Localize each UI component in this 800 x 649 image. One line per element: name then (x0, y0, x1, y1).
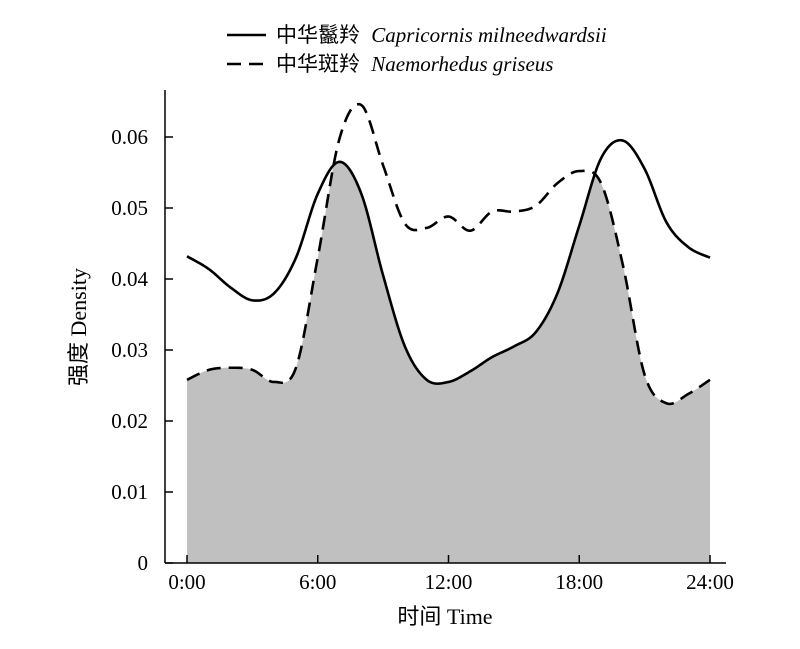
legend-label-capricornis: 中华鬣羚 Capricornis milneedwardsii (276, 23, 607, 47)
y-tick-label: 0.02 (111, 409, 148, 433)
x-tick-label: 24:00 (686, 570, 734, 594)
x-axis-label: 时间 Time (397, 604, 492, 629)
legend-name-cn: 中华斑羚 (276, 52, 360, 76)
axes (164, 90, 726, 564)
overlap-area (187, 161, 710, 563)
x-tick-label: 6:00 (299, 570, 336, 594)
series-line-naemorhedus (186, 102, 711, 406)
series-line-capricornis (186, 138, 711, 385)
legend: 中华鬣羚 Capricornis milneedwardsii 中华斑羚 Nae… (227, 23, 607, 76)
legend-name-latin: Naemorhedus griseus (370, 52, 553, 76)
y-tick-label: 0.05 (111, 196, 148, 220)
legend-name-latin: Capricornis milneedwardsii (371, 23, 607, 47)
x-tick-label: 12:00 (425, 570, 473, 594)
y-tick-label: 0.04 (111, 267, 148, 291)
y-ticks: 0 0.01 0.02 0.03 0.04 0.05 0.06 (111, 125, 173, 575)
y-tick-label: 0.06 (111, 125, 148, 149)
x-ticks: 0:00 6:00 12:00 18:00 24:00 (168, 555, 734, 594)
y-tick-label: 0.03 (111, 338, 148, 362)
y-tick-label: 0.01 (111, 480, 148, 504)
legend-name-cn: 中华鬣羚 (276, 23, 360, 47)
y-axis-label: 强度 Density (66, 268, 91, 386)
y-tick-label: 0 (138, 551, 149, 575)
legend-label-naemorhedus: 中华斑羚 Naemorhedus griseus (276, 52, 553, 76)
x-tick-label: 0:00 (168, 570, 205, 594)
x-tick-label: 18:00 (555, 570, 603, 594)
